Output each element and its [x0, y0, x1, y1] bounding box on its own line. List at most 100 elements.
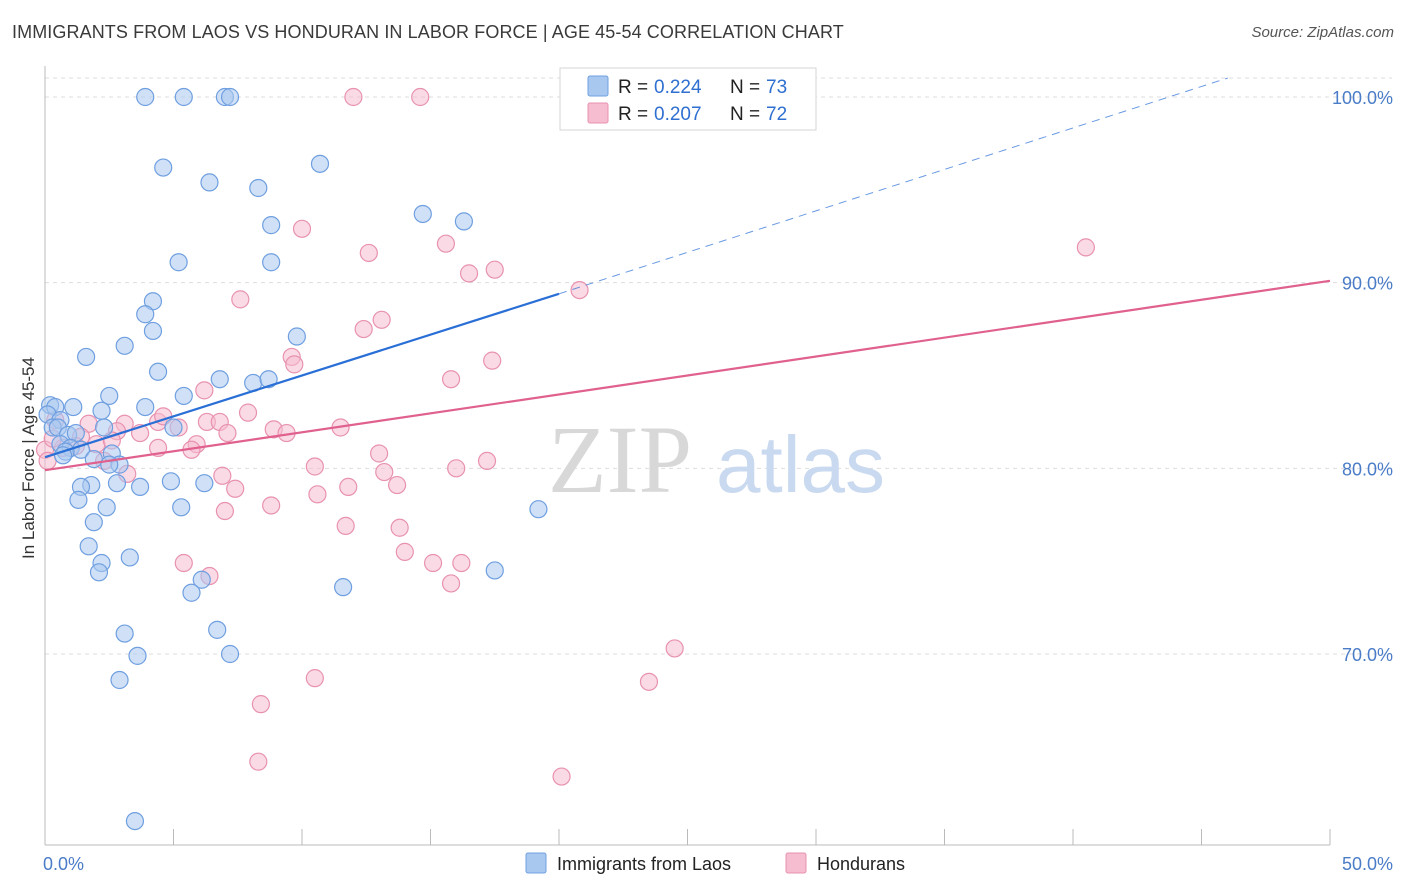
laos-point-61 [89, 563, 109, 582]
laos-point-6 [249, 178, 268, 198]
hondurans-point-16 [441, 370, 461, 389]
y-tick-labels: 70.0% 80.0% 90.0% 100.0% [1332, 88, 1393, 665]
hondurans-point-6 [1076, 238, 1095, 257]
hondurans-point-49 [308, 485, 327, 504]
watermark-zip: ZIP [548, 406, 692, 513]
hondurans-point-56 [174, 553, 193, 573]
laos-point-15 [143, 321, 163, 341]
watermark-atlas: atlas [716, 420, 885, 509]
laos-point-28 [92, 401, 111, 420]
laos-point-46 [100, 455, 119, 474]
hondurans-point-0 [344, 87, 363, 107]
laos-point-8 [413, 204, 432, 224]
laos-point-54 [97, 498, 116, 517]
hondurans-point-67 [447, 459, 466, 478]
legend-n-label-hondurans: N = [730, 104, 760, 125]
x-tick-labels: 0.0% 50.0% [43, 854, 1393, 874]
laos-point-66 [208, 620, 227, 639]
hondurans-point-62 [305, 669, 324, 688]
x-tick-label-0: 0.0% [43, 854, 84, 874]
laos-trend-line [44, 292, 560, 459]
hondurans-point-48 [387, 475, 407, 495]
laos-point-9 [262, 216, 281, 235]
watermark: ZIP atlas [548, 406, 885, 513]
y-tick-label-0: 70.0% [1342, 645, 1393, 665]
hondurans-point-41 [477, 451, 497, 471]
laos-point-17 [77, 347, 96, 367]
laos-point-34 [95, 418, 114, 437]
laos-point-70 [110, 670, 129, 690]
laos-point-14 [136, 305, 155, 324]
chart-title: IMMIGRANTS FROM LAOS VS HONDURAN IN LABO… [12, 22, 844, 42]
hondurans-point-64 [251, 695, 270, 714]
laos-point-48 [107, 474, 127, 493]
y-axis-label: In Labor Force | Age 45-54 [19, 357, 38, 559]
hondurans-point-4 [359, 243, 378, 263]
laos-point-19 [148, 362, 168, 381]
laos-point-65 [182, 583, 201, 602]
hondurans-point-57 [423, 553, 443, 573]
laos-point-58 [79, 537, 98, 556]
laos-point-11 [169, 253, 188, 272]
legend-swatch-hondurans [587, 102, 609, 124]
legend: R = 0.224 N = 73 R = 0.207 N = 72 [559, 67, 817, 131]
y-tick-label-3: 100.0% [1332, 88, 1393, 108]
legend-swatch-laos [587, 75, 609, 97]
laos-point-44 [84, 449, 103, 469]
laos-points [38, 87, 548, 831]
hondurans-point-15 [483, 351, 502, 370]
legend-r-laos: 0.224 [654, 77, 702, 98]
laos-point-59 [120, 548, 139, 567]
hondurans-point-66 [552, 767, 571, 786]
laos-point-50 [161, 472, 181, 491]
hondurans-point-52 [262, 496, 281, 515]
laos-point-51 [195, 474, 214, 493]
hondurans-trend-line [44, 279, 1331, 472]
bottom-legend: Immigrants from Laos Hondurans [525, 852, 905, 874]
hondurans-point-44 [305, 457, 324, 476]
laos-point-20 [210, 370, 229, 389]
legend-r-hondurans: 0.207 [654, 104, 702, 125]
laos-point-67 [115, 624, 134, 643]
laos-point-27 [64, 397, 83, 417]
laos-point-1 [174, 87, 193, 107]
hondurans-point-40 [370, 444, 389, 463]
legend-r-label-laos: R = [618, 77, 648, 98]
laos-point-5 [200, 173, 219, 192]
hondurans-point-55 [395, 542, 414, 561]
laos-point-16 [115, 336, 134, 355]
laos-point-7 [310, 154, 330, 173]
laos-point-29 [136, 397, 155, 417]
laos-point-0 [136, 87, 155, 107]
laos-point-56 [84, 513, 103, 532]
hondurans-point-54 [390, 518, 409, 537]
hondurans-point-23 [238, 403, 258, 422]
laos-point-4 [154, 158, 173, 177]
hondurans-point-65 [249, 752, 268, 771]
laos-point-22 [259, 370, 278, 389]
laos-point-63 [192, 570, 211, 589]
bottom-legend-label-laos: Immigrants from Laos [557, 854, 731, 874]
laos-point-24 [174, 386, 193, 406]
hondurans-point-14 [285, 355, 304, 374]
hondurans-point-63 [639, 672, 659, 691]
hondurans-point-50 [226, 479, 245, 498]
hondurans-point-8 [485, 260, 504, 279]
bottom-legend-swatch-hondurans [785, 852, 807, 874]
laos-point-18 [287, 327, 306, 346]
hondurans-point-12 [354, 319, 373, 339]
laos-point-71 [125, 811, 145, 831]
laos-point-3 [220, 87, 240, 107]
hondurans-point-11 [372, 310, 391, 329]
laos-point-55 [172, 498, 191, 517]
laos-point-12 [262, 253, 281, 272]
legend-n-laos: 73 [766, 77, 787, 98]
hondurans-point-61 [665, 639, 684, 658]
source-label: Source: ZipAtlas.com [1251, 24, 1394, 41]
hondurans-point-59 [441, 574, 461, 593]
grid-lines [45, 77, 1392, 655]
hondurans-point-33 [218, 423, 237, 443]
legend-r-label-hondurans: R = [618, 104, 648, 125]
laos-point-53 [69, 490, 88, 509]
